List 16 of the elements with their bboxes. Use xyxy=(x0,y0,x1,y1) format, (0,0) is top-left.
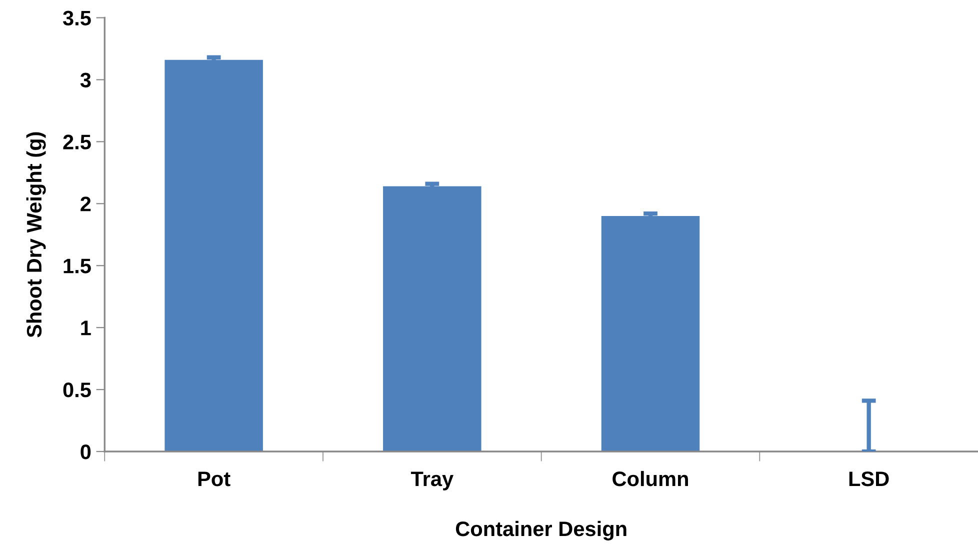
y-tick-label: 0.5 xyxy=(63,382,91,398)
y-tick-label: 2.5 xyxy=(63,134,91,150)
x-axis-title: Container Design xyxy=(456,520,626,540)
bar xyxy=(164,60,263,452)
y-tick-label: 2 xyxy=(80,196,91,212)
x-tick-label: LSD xyxy=(849,472,889,486)
x-tick-label: Tray xyxy=(410,472,454,490)
x-tick-label: Pot xyxy=(198,472,230,486)
x-tick-label: Column xyxy=(612,470,688,486)
y-tick-label: 3.5 xyxy=(62,10,91,26)
y-tick-label: 0 xyxy=(80,444,91,460)
y-tick-label: 1 xyxy=(81,320,91,336)
bar xyxy=(383,186,482,452)
y-tick-label: 1.5 xyxy=(64,258,91,274)
y-axis-title: Shoot Dry Weight (g) xyxy=(26,132,46,338)
y-tick-label: 3 xyxy=(80,72,91,88)
